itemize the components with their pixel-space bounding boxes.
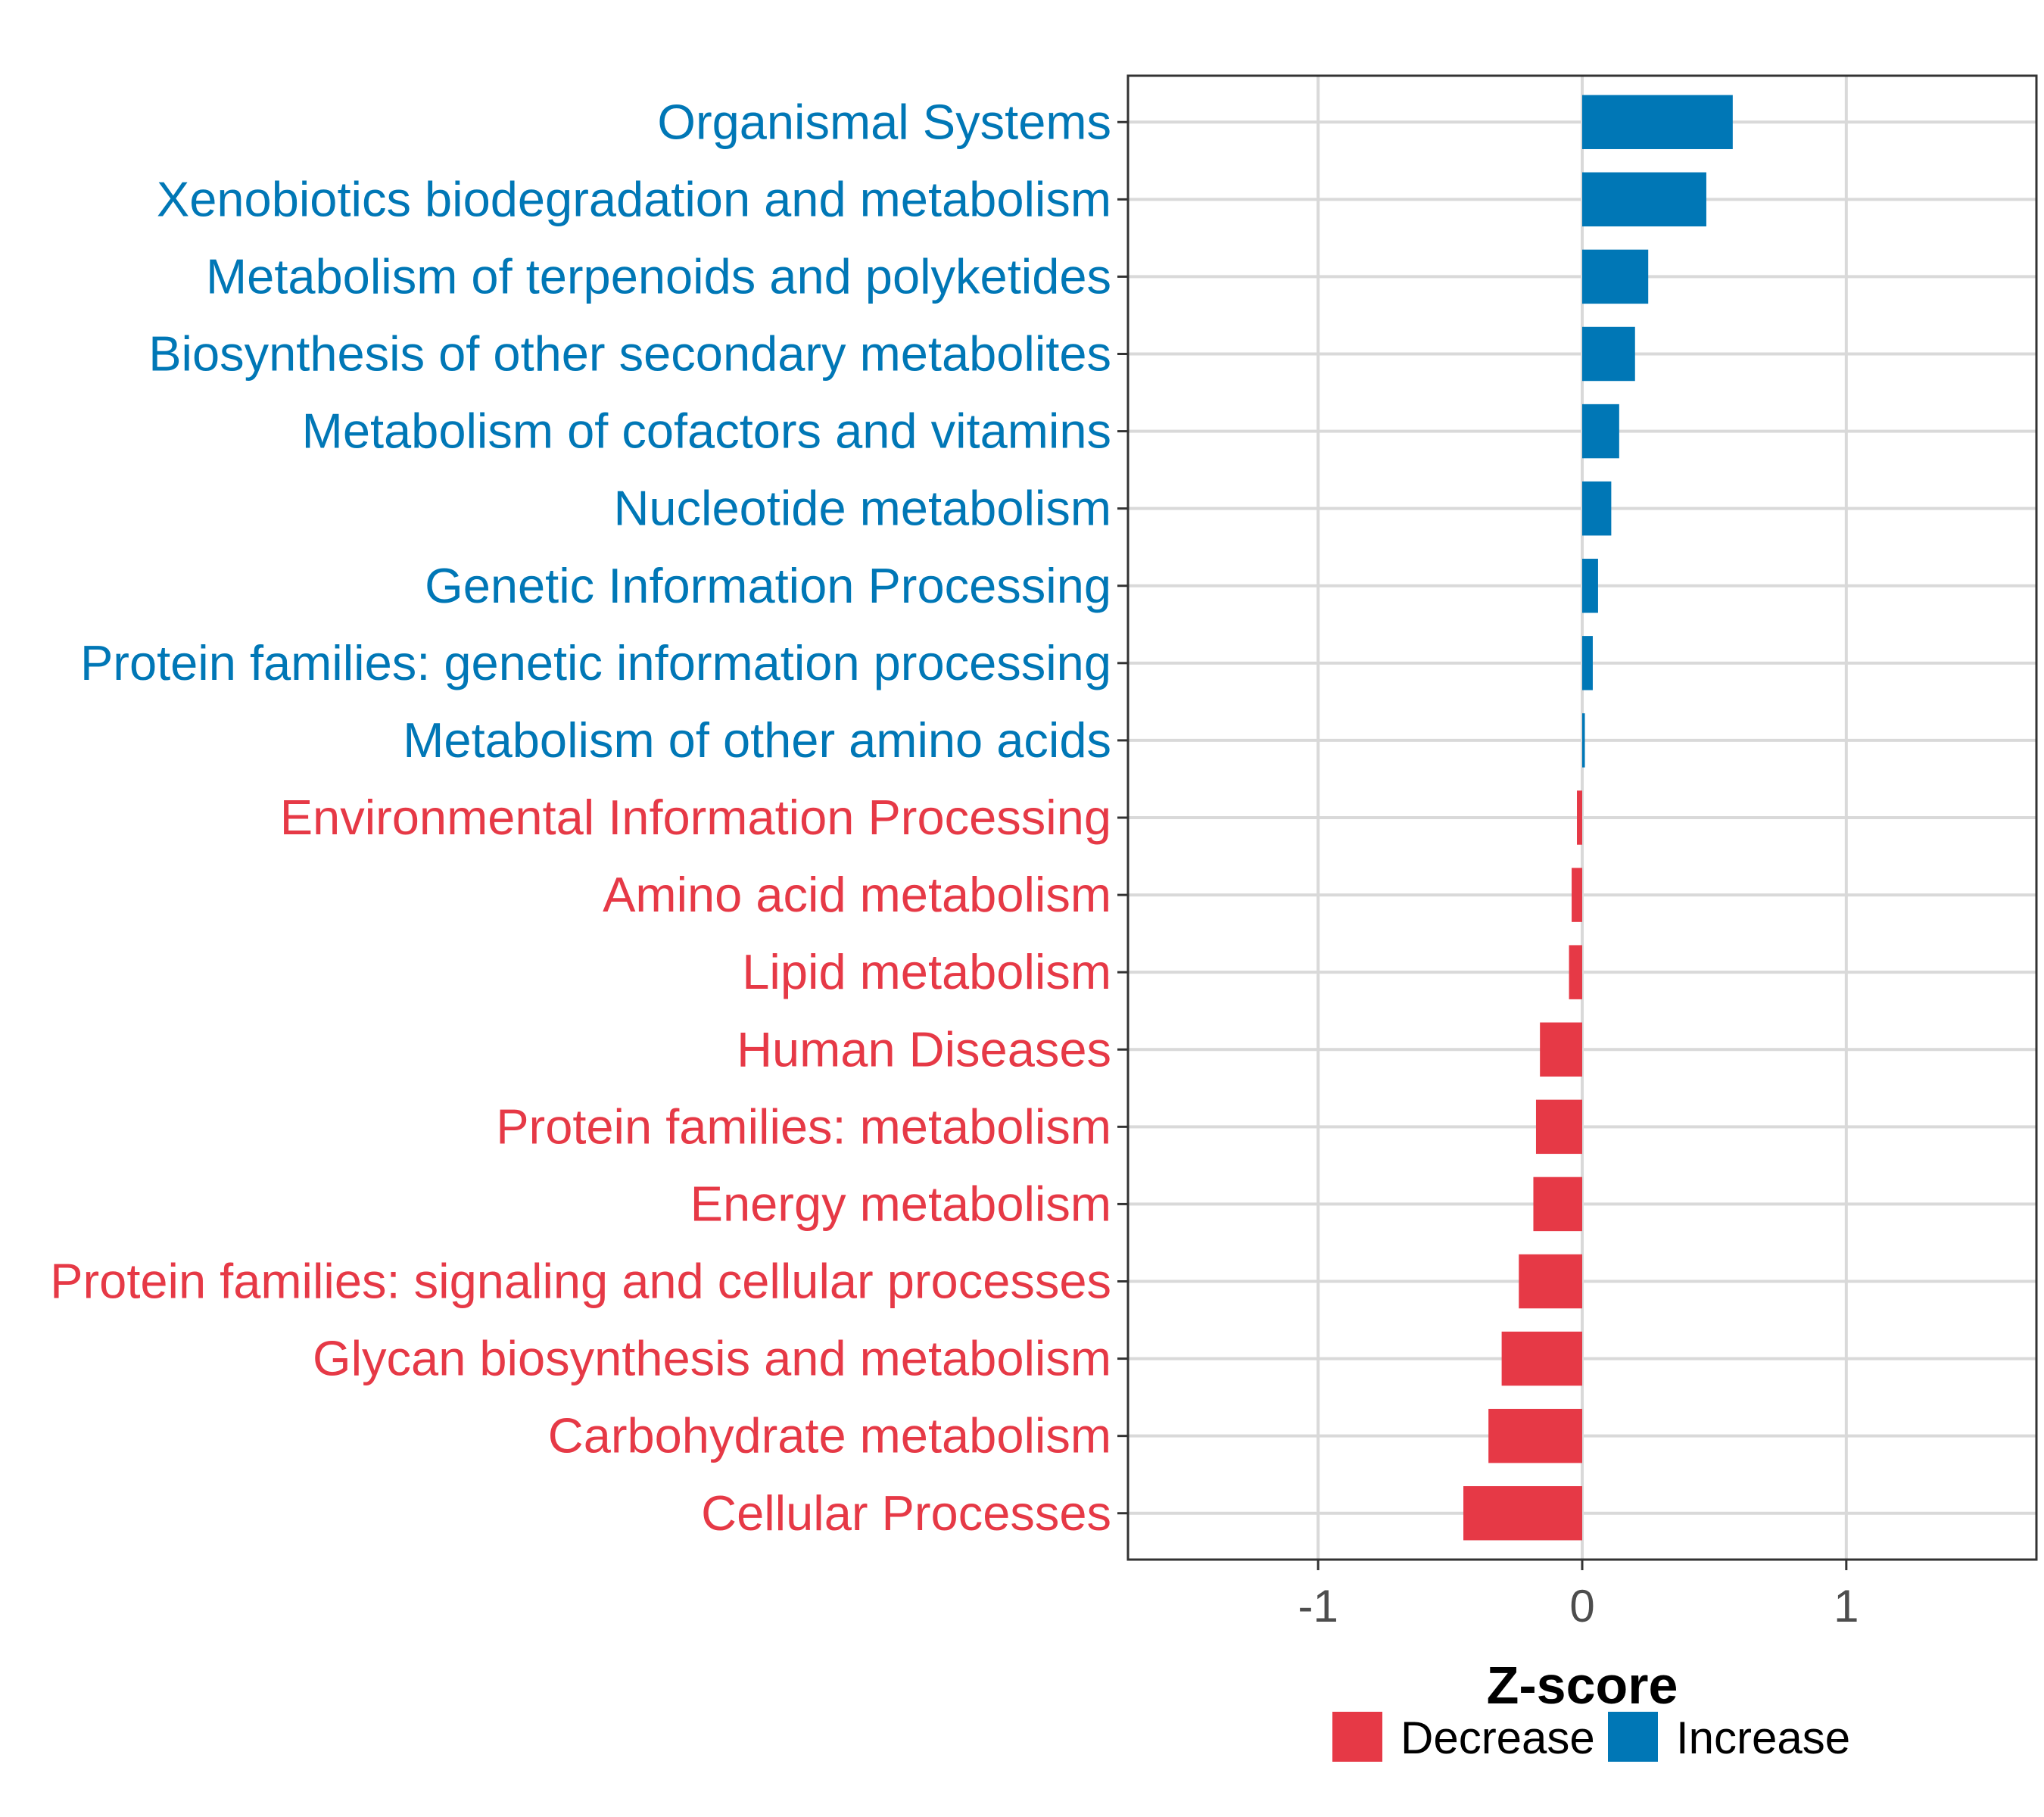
x-axis-ticks: -1 0 1 — [1298, 1560, 1859, 1632]
x-tick-label: 1 — [1834, 1581, 1859, 1632]
y-label-protein-families-genetic-information-processing: Protein families: genetic information pr… — [80, 635, 1111, 690]
bar-lipid-metabolism — [1569, 945, 1582, 999]
bar-protein-families-signaling-and-cellular-processes — [1519, 1254, 1582, 1309]
y-label-energy-metabolism: Energy metabolism — [690, 1176, 1111, 1231]
y-label-metabolism-of-cofactors-and-vitamins: Metabolism of cofactors and vitamins — [302, 404, 1111, 459]
legend: Decrease Increase — [1332, 1712, 1850, 1763]
bar-organismal-systems — [1582, 95, 1733, 149]
bar-glycan-biosynthesis-and-metabolism — [1501, 1331, 1582, 1386]
y-label-carbohydrate-metabolism: Carbohydrate metabolism — [548, 1408, 1111, 1463]
bar-cellular-processes — [1463, 1486, 1582, 1541]
bar-genetic-information-processing — [1582, 559, 1598, 613]
y-label-cellular-processes: Cellular Processes — [701, 1485, 1111, 1541]
bar-environmental-information-processing — [1577, 790, 1582, 845]
bar-biosynthesis-of-other-secondary-metabolites — [1582, 326, 1635, 382]
bar-protein-families-genetic-information-processing — [1582, 636, 1593, 690]
y-label-genetic-information-processing: Genetic Information Processing — [425, 558, 1111, 613]
bar-metabolism-of-terpenoids-and-polyketides — [1582, 249, 1649, 304]
bar-amino-acid-metabolism — [1572, 868, 1582, 922]
x-axis-title: Z-score — [1487, 1656, 1678, 1715]
bar-nucleotide-metabolism — [1582, 481, 1612, 536]
legend-label-increase: Increase — [1676, 1713, 1850, 1763]
y-label-amino-acid-metabolism: Amino acid metabolism — [603, 867, 1111, 922]
y-axis-labels: Organismal Systems Xenobiotics biodegrada… — [50, 94, 1111, 1541]
y-label-protein-families-signaling-and-cellular-processes: Protein families: signaling and cellular… — [50, 1254, 1111, 1309]
bar-protein-families-metabolism — [1535, 1099, 1582, 1155]
bar-human-diseases — [1540, 1022, 1582, 1077]
y-label-xenobiotics-biodegradation-and-metabolism: Xenobiotics biodegradation and metabolis… — [157, 171, 1111, 226]
y-label-organismal-systems: Organismal Systems — [657, 94, 1111, 149]
legend-swatch-decrease — [1332, 1712, 1382, 1762]
y-label-protein-families-metabolism: Protein families: metabolism — [496, 1099, 1111, 1154]
y-label-environmental-information-processing: Environmental Information Processing — [280, 790, 1111, 845]
y-ticks — [1117, 120, 1128, 1515]
y-label-biosynthesis-of-other-secondary-metabolites: Biosynthesis of other secondary metaboli… — [148, 326, 1111, 382]
legend-label-decrease: Decrease — [1401, 1713, 1595, 1763]
bar-energy-metabolism — [1533, 1177, 1582, 1232]
bar-carbohydrate-metabolism — [1488, 1408, 1582, 1463]
y-label-human-diseases: Human Diseases — [737, 1021, 1111, 1077]
y-label-metabolism-of-terpenoids-and-polyketides: Metabolism of terpenoids and polyketides — [206, 248, 1111, 304]
y-label-lipid-metabolism: Lipid metabolism — [742, 944, 1111, 999]
y-label-glycan-biosynthesis-and-metabolism: Glycan biosynthesis and metabolism — [313, 1331, 1111, 1386]
y-label-metabolism-of-other-amino-acids: Metabolism of other amino acids — [403, 712, 1111, 768]
bar-metabolism-of-other-amino-acids — [1582, 713, 1585, 768]
x-tick-label: 0 — [1569, 1581, 1594, 1632]
bars — [1463, 95, 1733, 1541]
bar-metabolism-of-cofactors-and-vitamins — [1582, 404, 1619, 459]
x-tick-label: -1 — [1298, 1581, 1338, 1632]
legend-swatch-increase — [1608, 1712, 1658, 1762]
bar-xenobiotics-biodegradation-and-metabolism — [1582, 172, 1706, 227]
y-label-nucleotide-metabolism: Nucleotide metabolism — [613, 481, 1111, 536]
